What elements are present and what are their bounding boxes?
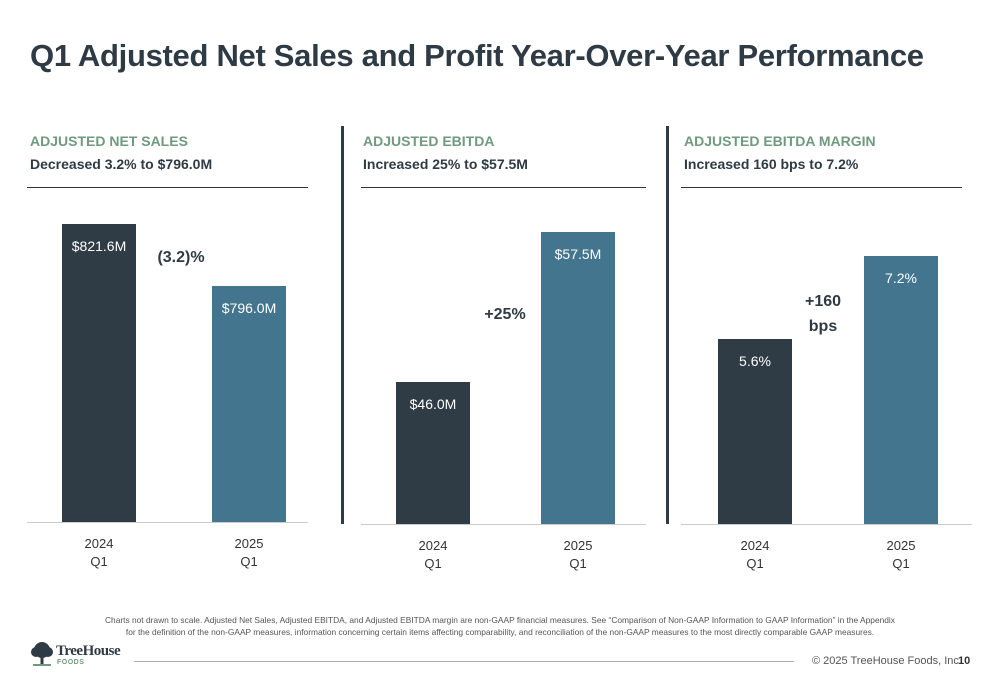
chart-1-tick-label-2-1: 2025 [235,536,264,551]
tree-icon [31,642,53,666]
chart-2-bar-2 [541,232,615,524]
chart-1-change-annotation-1: (3.2)% [157,249,204,266]
chart-3-tick-label-2-1: 2025 [887,538,916,553]
chart-2-bar-1 [396,382,470,524]
treehouse-logo: TreeHouse FOODS [30,641,130,669]
chart-2-tick-label-1-2: Q1 [424,556,441,571]
page-number: 10 [958,655,971,667]
footer-rule [134,661,794,662]
chart-1-tick-label-1-1: 2024 [85,536,114,551]
chart-3-tick-label-1-1: 2024 [741,538,770,553]
panel-divider-1 [341,126,344,524]
chart-2-data-label-1: $46.0M [410,396,457,412]
chart-2-data-label-2: $57.5M [555,246,602,262]
panel-2-category: ADJUSTED EBITDA [363,133,495,149]
chart-1-tick-label-1-2: Q1 [90,554,107,569]
panel-3-rule [681,187,962,188]
chart-3-tick-label-1-2: Q1 [746,556,763,571]
chart-3-change-annotation-2: bps [809,318,838,335]
chart-3-tick-label-2-2: Q1 [892,556,909,571]
panel-2-subtitle: Increased 25% to $57.5M [363,156,528,172]
panel-3-subtitle: Increased 160 bps to 7.2% [684,156,859,172]
panel-1-category: ADJUSTED NET SALES [30,133,188,149]
chart-2-tick-label-2-2: Q1 [569,556,586,571]
chart-3-bar-1 [718,339,792,524]
panel-1-subtitle: Decreased 3.2% to $796.0M [30,156,213,172]
footnote-line-1: Charts not drawn to scale. Adjusted Net … [105,615,895,625]
chart-1-bar-1 [62,224,136,522]
logo-subtext: FOODS [57,659,85,666]
chart-2-change-annotation-1: +25% [484,306,525,323]
footnote-line-2: for the definition of the non-GAAP measu… [125,627,875,637]
panel-divider-2 [666,126,669,524]
chart-2-tick-label-2-1: 2025 [564,538,593,553]
chart-3-data-label-1: 5.6% [739,353,771,369]
panel-3-category: ADJUSTED EBITDA MARGIN [684,133,876,149]
logo-wordmark: TreeHouse [56,643,121,659]
chart-1-tick-label-2-2: Q1 [240,554,257,569]
chart-2-tick-label-1-1: 2024 [419,538,448,553]
chart-1-data-label-1: $821.6M [72,238,126,254]
panel-2-rule [361,187,646,188]
copyright: © 2025 TreeHouse Foods, Inc. [812,655,962,667]
chart-3-change-annotation-1: +160 [805,293,841,310]
chart-1-data-label-2: $796.0M [222,300,276,316]
page-title: Q1 Adjusted Net Sales and Profit Year-Ov… [30,38,924,73]
chart-3-data-label-2: 7.2% [885,270,917,286]
chart-1-bar-2 [212,286,286,522]
panel-1-rule [27,187,308,188]
chart-3-bar-2 [864,256,938,524]
footnote: Charts not drawn to scale. Adjusted Net … [0,614,1000,638]
